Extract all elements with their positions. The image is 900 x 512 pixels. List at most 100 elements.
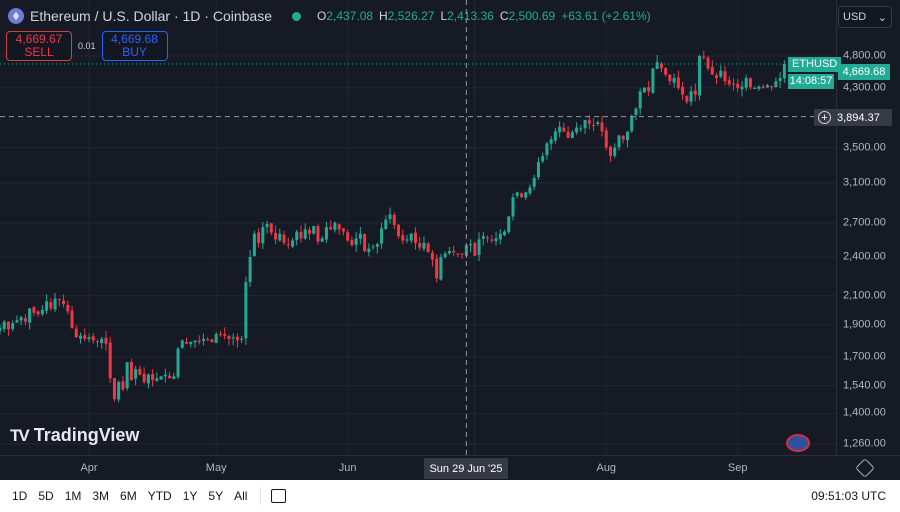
sell-label: SELL: [24, 45, 54, 59]
candle-body: [278, 233, 282, 241]
candle-body: [519, 193, 523, 198]
candle-body: [185, 341, 189, 344]
candle-body: [70, 310, 74, 328]
candle-body: [782, 63, 786, 79]
candle-body: [490, 239, 494, 241]
candle-body: [698, 56, 702, 96]
chart-header: Ethereum / U.S. Dollar · 1D · Coinbase O…: [8, 8, 651, 24]
candle-body: [316, 226, 320, 242]
low-value: 2,413.36: [447, 9, 494, 23]
candle-body: [609, 146, 613, 157]
buy-price: 4,669.68: [111, 32, 158, 46]
range-3m[interactable]: 3M: [92, 489, 110, 503]
us-flag-icon[interactable]: [786, 434, 810, 452]
candle-body: [146, 374, 150, 384]
market-status-icon: [291, 11, 301, 21]
candle-body: [392, 214, 396, 226]
range-6m[interactable]: 6M: [120, 489, 137, 503]
range-ytd[interactable]: YTD: [147, 489, 172, 503]
candle-body: [621, 135, 625, 140]
candle-body: [142, 373, 146, 382]
currency-select[interactable]: USD ⌄: [838, 6, 892, 28]
tradingview-logo[interactable]: TV TradingView: [10, 425, 139, 446]
candle-body: [592, 124, 596, 126]
candle-body: [511, 197, 515, 217]
time-tick: Sep: [727, 462, 748, 474]
close-label: C: [499, 9, 509, 23]
price-tick: 2,400.00: [843, 250, 886, 263]
chart-area[interactable]: Ethereum / U.S. Dollar · 1D · Coinbase O…: [0, 0, 900, 480]
candle-body: [600, 122, 604, 132]
bottom-toolbar: 1D 5D 1M 3M 6M YTD 1Y 5Y All 09:51:03 UTC: [0, 480, 900, 512]
candle-body: [206, 339, 210, 341]
sell-price: 4,669.67: [15, 32, 63, 46]
candle-body: [104, 337, 108, 344]
candle-body: [447, 251, 451, 254]
candle-body: [95, 341, 99, 343]
candle-body: [337, 224, 341, 230]
candle-body: [180, 340, 184, 348]
candle-body: [681, 86, 685, 95]
candle-body: [456, 253, 460, 255]
price-chart[interactable]: [0, 0, 836, 455]
candle-body: [291, 240, 295, 247]
price-axis[interactable]: [836, 0, 900, 455]
candle-body: [655, 62, 659, 69]
candle-body: [201, 338, 205, 341]
calendar-goto-date-icon[interactable]: [271, 489, 287, 503]
clock[interactable]: 09:51:03 UTC: [811, 489, 886, 503]
candle-body: [108, 342, 112, 379]
candle-body: [172, 376, 176, 379]
buy-button[interactable]: 4,669.68 BUY: [101, 31, 168, 61]
candle-body: [159, 376, 163, 380]
candle-body: [388, 214, 392, 220]
candle-body: [227, 335, 231, 339]
candle-body: [248, 257, 252, 283]
range-all[interactable]: All: [234, 489, 248, 503]
candle-body: [452, 250, 456, 253]
candle-body: [83, 335, 87, 339]
candle-body: [28, 308, 32, 323]
candle-body: [617, 135, 621, 148]
candle-body: [112, 378, 116, 400]
candle-body: [346, 232, 350, 241]
candle-body: [0, 327, 2, 331]
ethereum-icon: [8, 8, 24, 24]
range-1m[interactable]: 1M: [64, 489, 82, 503]
candle-body: [193, 340, 197, 343]
candle-body: [405, 239, 409, 241]
time-axis[interactable]: Sep Aug Jun May Apr Sun 29 Jun '25: [0, 455, 900, 480]
crosshair-price: 3,894.37: [837, 111, 880, 124]
high-label: H: [379, 9, 388, 23]
candle-body: [189, 342, 193, 344]
range-1y[interactable]: 1Y: [182, 489, 198, 503]
time-tick: Jun: [338, 462, 357, 474]
ohlc-legend: O2,437.08 H2,526.27 L2,413.36 C2,500.69 …: [317, 9, 651, 23]
candle-body: [486, 237, 490, 239]
crosshair-price-tag: +3,894.37: [814, 109, 892, 126]
settings-icon[interactable]: [855, 458, 875, 478]
candle-body: [197, 340, 201, 343]
candle-body: [324, 227, 328, 240]
symbol-title[interactable]: Ethereum / U.S. Dollar · 1D · Coinbase: [30, 8, 272, 24]
candle-body: [307, 229, 311, 234]
candle-body: [66, 304, 70, 312]
candle-body: [418, 243, 422, 248]
candle-body: [507, 216, 511, 233]
price-tick: 1,400.00: [843, 406, 886, 419]
candle-body: [299, 232, 303, 239]
price-tick: 1,700.00: [843, 350, 886, 363]
tradingview-logo-icon: TV: [10, 425, 30, 445]
sell-button[interactable]: 4,669.67 SELL: [6, 31, 72, 61]
range-5d[interactable]: 5D: [38, 489, 54, 503]
symbol-price-tag: ETHUSD: [788, 57, 842, 72]
candle-body: [15, 320, 19, 323]
candle-body: [265, 223, 269, 228]
add-alert-icon[interactable]: +: [818, 111, 831, 124]
range-1d[interactable]: 1D: [12, 489, 28, 503]
candle-body: [727, 80, 731, 85]
candle-body: [596, 122, 600, 125]
buy-label: BUY: [122, 45, 147, 59]
range-5y[interactable]: 5Y: [208, 489, 224, 503]
candle-body: [477, 239, 481, 255]
